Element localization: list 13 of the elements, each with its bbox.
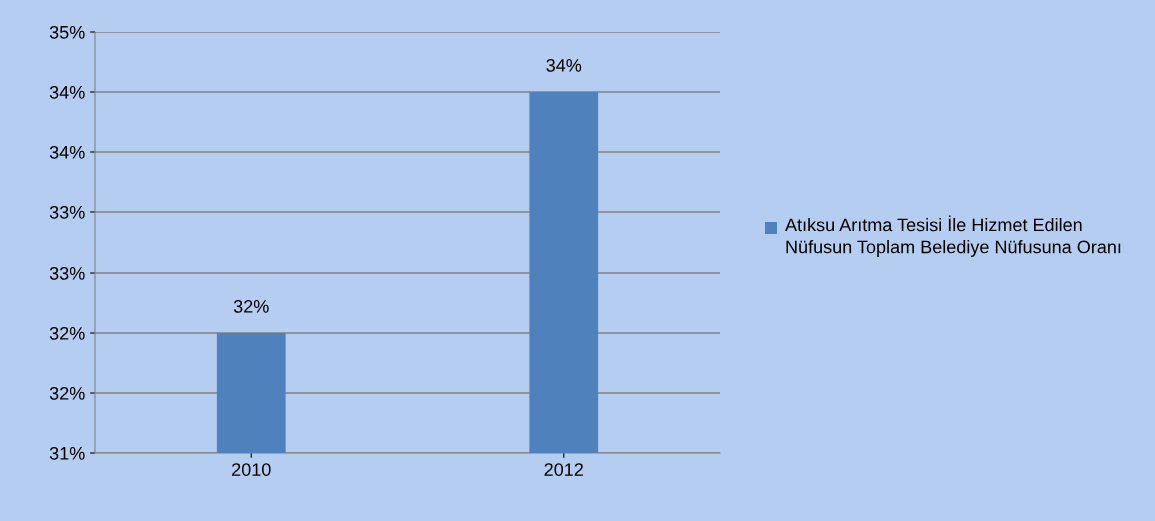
legend-label: Atıksu Arıtma Tesisi İle Hizmet Edilen Nüfusun Toplam Belediye Nüfusuna Oranı [785, 215, 1121, 257]
x-tick-label: 2010 [232, 463, 271, 476]
y-tick-label: 35% [49, 25, 85, 39]
y-tick-label: 33% [49, 205, 85, 219]
y-tick-label: 34% [49, 85, 85, 99]
y-tick-label: 32% [49, 386, 85, 400]
x-tick-label: 2012 [544, 463, 583, 476]
y-tick-label: 32% [49, 326, 85, 340]
data-label: 32% [233, 299, 269, 313]
data-label: 34% [546, 58, 582, 72]
y-tick-label: 34% [49, 145, 85, 159]
y-tick-label: 31% [49, 446, 85, 460]
y-tick-label: 33% [49, 266, 85, 280]
